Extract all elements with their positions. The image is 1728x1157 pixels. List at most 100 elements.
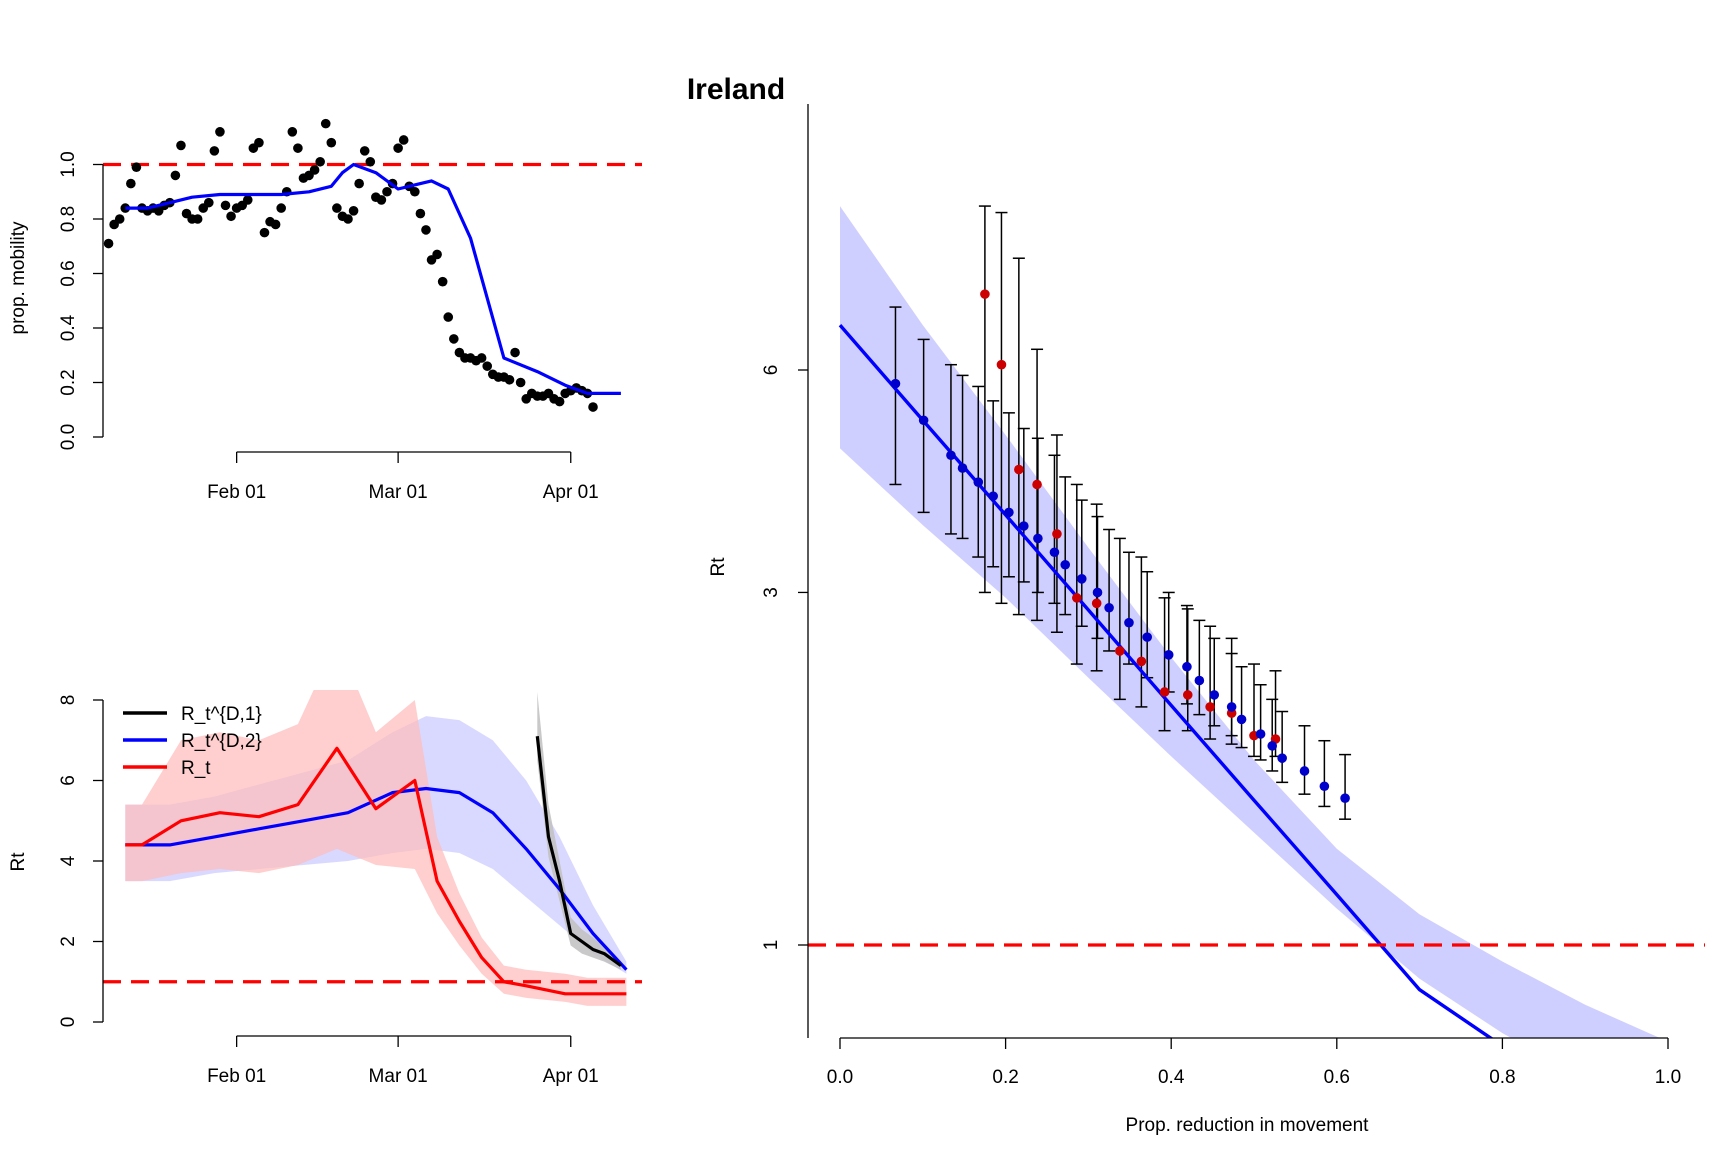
data-point [437, 276, 448, 287]
y-tick-label: 3 [761, 587, 782, 598]
blue-data-point [1142, 632, 1152, 642]
data-point [510, 347, 520, 358]
y-tick-label: 6 [58, 775, 79, 786]
data-point [276, 203, 286, 213]
blue-data-point [918, 415, 929, 426]
data-point [287, 127, 298, 137]
fit-band [840, 206, 1660, 1038]
series-band [537, 692, 621, 970]
y-tick-label: 8 [58, 695, 79, 706]
data-point [126, 178, 136, 189]
data-point [354, 178, 364, 189]
x-tick-label: 0.6 [1324, 1067, 1350, 1088]
y-tick-label: 1.0 [58, 151, 79, 177]
data-point [415, 208, 426, 219]
y-tick-label: 1 [761, 940, 782, 951]
data-point [315, 156, 325, 167]
blue-data-point [1194, 675, 1205, 686]
blue-data-point [1236, 714, 1247, 725]
y-tick-label: 0.8 [58, 206, 79, 232]
data-point [382, 186, 392, 197]
y-tick-label: 6 [761, 365, 782, 376]
data-point [242, 195, 253, 205]
x-tick-label: 0.8 [1489, 1067, 1515, 1088]
red-data-point [1091, 598, 1102, 609]
data-point [554, 396, 565, 407]
rt-time-panel: Rt 0 2 4 6 8 Feb 01 Mar 01 Apr 01 R_t^{D,1} R_t^{… [8, 690, 642, 1087]
blue-data-point [957, 463, 968, 473]
blue-data-point [1340, 793, 1350, 804]
data-point [482, 361, 493, 371]
y-tick-label: 0.0 [58, 424, 79, 450]
data-point [515, 377, 526, 388]
red-data-point [996, 359, 1007, 370]
blue-data-point [1277, 753, 1287, 763]
blue-data-point [1182, 661, 1192, 672]
red-data-point [1205, 702, 1215, 712]
blue-data-point [946, 450, 956, 461]
data-point [443, 312, 454, 322]
data-point [588, 402, 598, 412]
data-point [476, 353, 487, 363]
red-data-point [980, 289, 990, 299]
x-tick-label: Mar 01 [369, 482, 428, 503]
x-tick-label: Feb 01 [207, 1066, 266, 1087]
data-point [326, 137, 337, 148]
x-tick-label: Apr 01 [543, 1066, 599, 1087]
series-line [125, 746, 627, 996]
blue-data-point [1163, 650, 1174, 660]
rt-time-y-axis-label: Rt [8, 852, 29, 872]
y-tick-label: 0 [58, 1017, 79, 1028]
red-data-point [1032, 479, 1042, 490]
rt-reduction-panel: Rt Prop. reduction in movement 1 3 6 0.0 0.2… [708, 104, 1705, 1136]
x-tick-label: Mar 01 [369, 1066, 428, 1087]
blue-data-point [1255, 729, 1266, 739]
blue-data-point [1033, 533, 1043, 544]
blue-data-point [1019, 521, 1029, 531]
blue-data-point [973, 477, 984, 487]
data-point [332, 203, 342, 213]
x-tick-label: 0.4 [1158, 1067, 1185, 1088]
blue-data-point [1226, 702, 1237, 712]
data-point [176, 140, 186, 151]
blue-data-point [1004, 507, 1014, 518]
data-point [421, 225, 431, 235]
data-point [270, 219, 281, 230]
red-data-point [1072, 593, 1082, 603]
data-point [365, 156, 376, 167]
y-tick-label: 0.6 [58, 260, 79, 286]
blue-data-point [1104, 602, 1114, 613]
data-point [376, 195, 387, 205]
data-point [398, 135, 409, 145]
data-point [170, 170, 181, 181]
blue-data-point [1299, 766, 1310, 776]
mobility-y-axis-label: prop. mobility [8, 221, 29, 334]
series-band [125, 690, 627, 1006]
data-point [120, 203, 131, 213]
blue-data-point [988, 491, 998, 501]
blue-data-point [1076, 574, 1087, 584]
data-point [204, 197, 214, 208]
x-tick-label: 1.0 [1655, 1067, 1681, 1088]
blue-data-point [1092, 587, 1103, 598]
y-tick-label: 0.4 [58, 314, 79, 341]
legend-label: R_t^{D,1} [181, 704, 262, 725]
data-point [226, 211, 236, 222]
data-point [320, 118, 331, 129]
data-point [131, 162, 142, 173]
x-tick-label: Feb 01 [207, 482, 266, 503]
data-point [254, 137, 264, 148]
x-tick-label: 0.2 [992, 1067, 1018, 1088]
data-point [192, 214, 203, 224]
x-tick-label: Apr 01 [543, 482, 599, 503]
blue-data-point [1319, 781, 1330, 792]
red-data-point [1159, 687, 1170, 697]
blue-data-point [1267, 741, 1278, 751]
data-point [504, 374, 515, 385]
data-point [103, 238, 114, 249]
data-point [209, 146, 220, 156]
red-data-point [1136, 656, 1147, 667]
smooth-line [125, 162, 621, 395]
